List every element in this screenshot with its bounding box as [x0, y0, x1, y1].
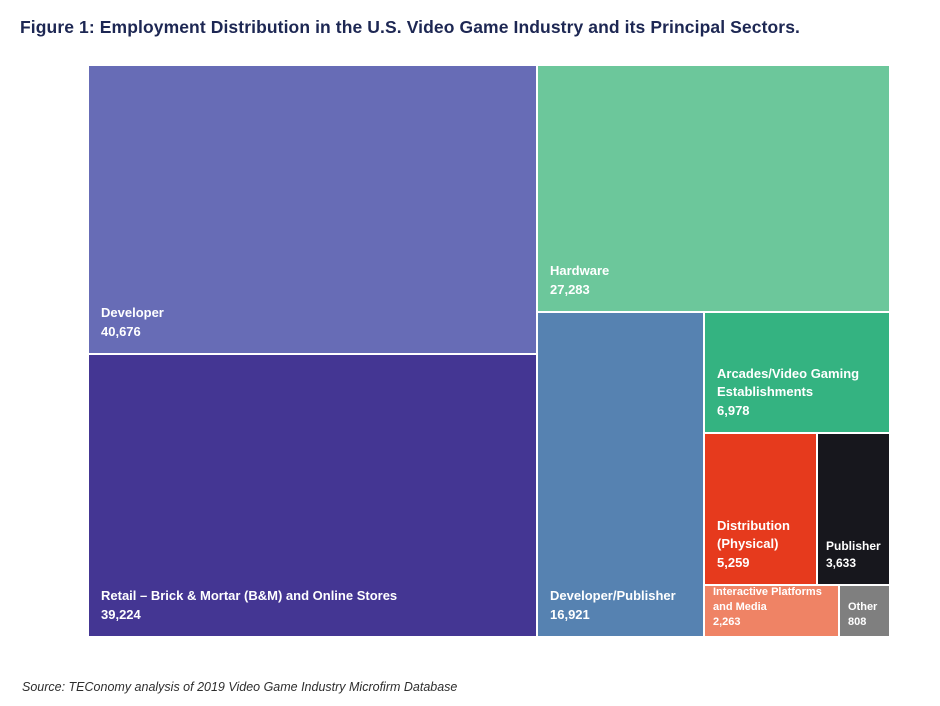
block-value: 40,676 [101, 323, 141, 339]
block-label-group: Retail – Brick & Mortar (B&M) and Online… [101, 587, 532, 624]
treemap-block-publisher: Publisher 3,633 [818, 434, 889, 584]
block-value: 16,921 [550, 606, 590, 622]
source-note: Source: TEConomy analysis of 2019 Video … [22, 680, 458, 694]
block-label: Distribution (Physical) [717, 517, 790, 552]
treemap-block-retail-bm-and-online-stores: Retail – Brick & Mortar (B&M) and Online… [89, 355, 536, 636]
block-label-group: Developer 40,676 [101, 304, 532, 341]
block-label: Developer [101, 305, 164, 321]
treemap-block-other: Other 808 [840, 586, 889, 636]
treemap-block-arcades-video-gaming-establishments: Arcades/Video Gaming Establishments 6,978 [705, 313, 889, 432]
block-label: Retail – Brick & Mortar (B&M) and Online… [101, 588, 398, 604]
block-label-group: Hardware 27,283 [550, 262, 885, 299]
block-value: 6,978 [717, 402, 750, 418]
treemap-block-developer-publisher: Developer/Publisher 16,921 [538, 313, 703, 636]
block-value: 3,633 [826, 555, 857, 570]
block-label-group: Interactive Platforms and Media 2,263 [713, 585, 836, 630]
block-label-group: Other 808 [848, 600, 887, 630]
block-value: 39,224 [101, 606, 141, 622]
block-label: Publisher [826, 538, 881, 553]
block-value: 5,259 [717, 554, 750, 570]
block-value: 27,283 [550, 281, 590, 297]
block-label: Hardware [550, 263, 610, 279]
treemap-chart: Developer 40,676 Retail – Brick & Mortar (… [89, 66, 889, 636]
block-value: 808 [848, 616, 867, 629]
treemap-block-interactive-platforms-and-media: Interactive Platforms and Media 2,263 [705, 586, 838, 636]
treemap-block-distribution-physical: Distribution (Physical) 5,259 [705, 434, 816, 584]
block-label-group: Distribution (Physical) 5,259 [717, 517, 812, 572]
block-label: Interactive Platforms and Media [713, 586, 822, 614]
block-label: Arcades/Video Gaming Establishments [717, 365, 860, 400]
figure-title: Figure 1: Employment Distribution in the… [20, 17, 800, 37]
block-label-group: Publisher 3,633 [826, 538, 887, 572]
treemap-block-hardware: Hardware 27,283 [538, 66, 889, 311]
block-label-group: Developer/Publisher 16,921 [550, 587, 699, 624]
block-value: 2,263 [713, 616, 741, 629]
block-label: Other [848, 601, 878, 614]
treemap-block-developer: Developer 40,676 [89, 66, 536, 353]
block-label: Developer/Publisher [550, 588, 676, 604]
block-label-group: Arcades/Video Gaming Establishments 6,978 [717, 365, 885, 420]
